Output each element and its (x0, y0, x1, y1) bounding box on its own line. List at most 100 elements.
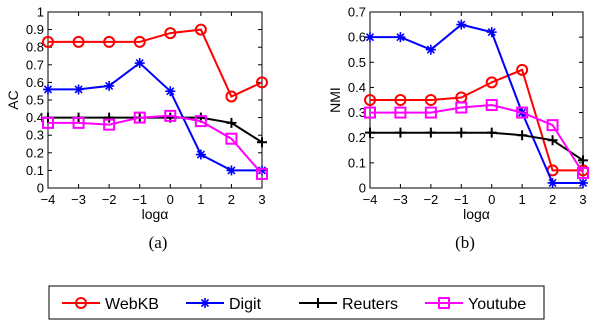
data-point (164, 109, 177, 122)
data-point (72, 116, 85, 129)
series-line (48, 28, 263, 98)
y-axis-label: NMI (327, 87, 343, 113)
data-point (134, 58, 145, 69)
data-point (257, 165, 267, 176)
data-point (43, 84, 53, 95)
caption-b: (b) (455, 233, 475, 252)
data-point (578, 177, 588, 188)
series-line (370, 131, 584, 162)
data-point (103, 35, 116, 48)
y-tick-label: 0.9 (26, 22, 44, 37)
x-tick-label: −4 (41, 192, 56, 207)
y-tick-label: 0 (359, 181, 366, 196)
data-point (546, 119, 559, 132)
chart-panel-a: 0 0.1 0.2 0.3 0.4 0.5 0.6 0.7 0.8 0.9 1 −4 −3 −2 −1 0 1 2… (5, 5, 268, 222)
series-digit (43, 58, 267, 176)
legend-item-digit: Digit (186, 296, 262, 313)
data-point (394, 94, 407, 106)
legend-label: Digit (229, 296, 262, 313)
data-point (195, 149, 206, 160)
data-point (424, 106, 437, 119)
series-webkb (42, 23, 268, 103)
series-digit (365, 19, 588, 188)
data-point (547, 135, 558, 146)
data-point (194, 115, 207, 128)
x-tick-label: 3 (579, 192, 586, 207)
data-point (424, 94, 437, 106)
y-tick-label: 0.8 (26, 40, 44, 55)
x-tick-label: 1 (197, 192, 204, 207)
x-tick-label: −1 (132, 192, 147, 207)
data-point (225, 132, 238, 145)
y-tick-label: 0.3 (348, 105, 366, 120)
caption-a: (a) (149, 233, 168, 252)
data-point (547, 177, 558, 188)
data-point (365, 127, 375, 138)
data-point (486, 27, 497, 38)
data-point (364, 106, 376, 119)
x-tick-label: −3 (71, 192, 86, 207)
legend-marker (75, 297, 87, 309)
data-point (133, 111, 146, 124)
x-tick-label: 0 (167, 192, 174, 207)
x-tick-label: 1 (519, 192, 526, 207)
y-tick-label: 0.7 (348, 5, 366, 20)
x-tick-label: −1 (454, 192, 469, 207)
legend-item-youtube: Youtube (425, 296, 526, 313)
data-point (486, 127, 497, 138)
y-tick-label: 0.2 (348, 130, 366, 145)
legend: WebKB Digit Reuters Youtube (48, 285, 545, 320)
data-point (485, 99, 498, 112)
series-youtube (42, 109, 268, 180)
legend-marker (438, 297, 450, 309)
data-point (394, 106, 407, 119)
legend-marker (200, 298, 210, 308)
data-point (42, 35, 54, 48)
series-line (370, 23, 583, 184)
data-point (577, 166, 589, 179)
y-tick-label: 0.6 (348, 30, 366, 45)
chart-panel-b: 0 0.1 0.2 0.3 0.4 0.5 0.6 0.7 −4 −3 −2 −1 0 1 2 3 logα NM… (327, 5, 589, 222)
y-tick-label: 1 (37, 5, 44, 20)
x-tick-label: 3 (258, 192, 265, 207)
y-axis-label: AC (5, 90, 21, 109)
y-tick-label: 0.4 (26, 110, 44, 125)
x-tick-label: 2 (228, 192, 235, 207)
data-point (103, 118, 116, 131)
data-point (104, 112, 115, 123)
x-axis-label: logα (142, 206, 169, 222)
data-point (395, 32, 406, 43)
x-tick-label: −2 (102, 192, 117, 207)
data-point (256, 76, 268, 89)
legend-marker (313, 298, 323, 308)
y-tick-label: 0.3 (26, 128, 44, 143)
series-line (48, 61, 262, 172)
y-tick-label: 0.5 (26, 93, 44, 108)
y-tick-label: 0.1 (348, 155, 366, 170)
legend-item-reuters: Reuters (299, 296, 398, 313)
legend-label: WebKB (105, 296, 159, 313)
data-point (194, 23, 207, 36)
x-axis-label: logα (463, 206, 490, 222)
data-point (425, 44, 436, 55)
data-point (364, 94, 376, 106)
series-youtube (364, 99, 589, 179)
data-point (226, 117, 237, 128)
data-point (257, 137, 267, 148)
data-point (456, 19, 467, 30)
legend-item-webkb: WebKB (62, 296, 159, 313)
y-tick-label: 0 (37, 181, 44, 196)
x-tick-label: −4 (363, 192, 378, 207)
y-tick-label: 0.4 (348, 80, 366, 95)
data-point (395, 127, 406, 138)
data-point (425, 127, 436, 138)
data-point (516, 106, 529, 119)
data-point (456, 127, 467, 138)
x-tick-label: −2 (423, 192, 438, 207)
legend-label: Reuters (342, 296, 398, 313)
data-point (516, 63, 529, 76)
data-point (133, 35, 146, 48)
data-point (42, 116, 54, 129)
data-point (365, 32, 375, 43)
